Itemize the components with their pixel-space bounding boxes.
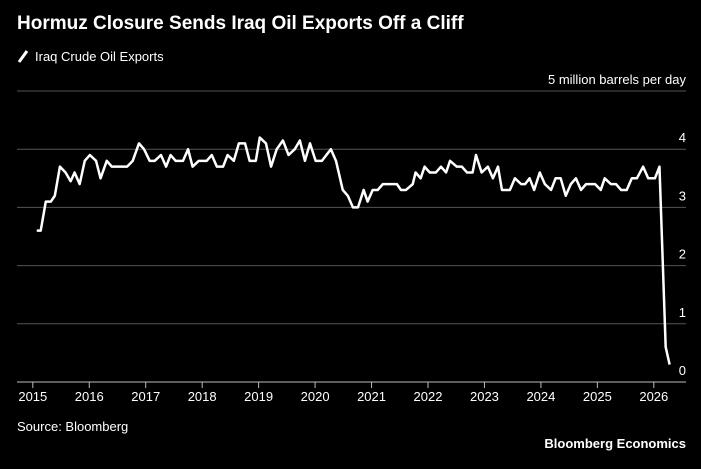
- x-tick-label: 2023: [470, 389, 499, 404]
- x-tick-label: 2021: [357, 389, 386, 404]
- y-tick-label: 0: [679, 363, 686, 378]
- y-tick-label: 3: [679, 188, 686, 203]
- y-tick-label: 2: [679, 247, 686, 262]
- chart-title: Hormuz Closure Sends Iraq Oil Exports Of…: [17, 13, 464, 34]
- x-tick-label: 2020: [301, 389, 330, 404]
- x-tick-label: 2022: [414, 389, 443, 404]
- y-tick-label: 1: [679, 305, 686, 320]
- x-tick-label: 2015: [18, 389, 47, 404]
- x-tick-label: 2017: [131, 389, 160, 404]
- y-tick-label: 4: [679, 130, 686, 145]
- legend-swatch: [17, 50, 29, 63]
- x-tick-label: 2019: [244, 389, 273, 404]
- x-tick-label: 2016: [75, 389, 104, 404]
- x-tick-label: 2018: [188, 389, 217, 404]
- x-tick-label: 2026: [639, 389, 668, 404]
- line: [36, 136, 671, 365]
- x-tick-label: 2024: [526, 389, 555, 404]
- source: Source: Bloomberg: [17, 419, 128, 434]
- x-tick-label: 2025: [583, 389, 612, 404]
- legend-label: Iraq Crude Oil Exports: [35, 49, 164, 64]
- y-tick-label: 5 million barrels per day: [548, 72, 687, 87]
- brand: Bloomberg Economics: [544, 436, 686, 451]
